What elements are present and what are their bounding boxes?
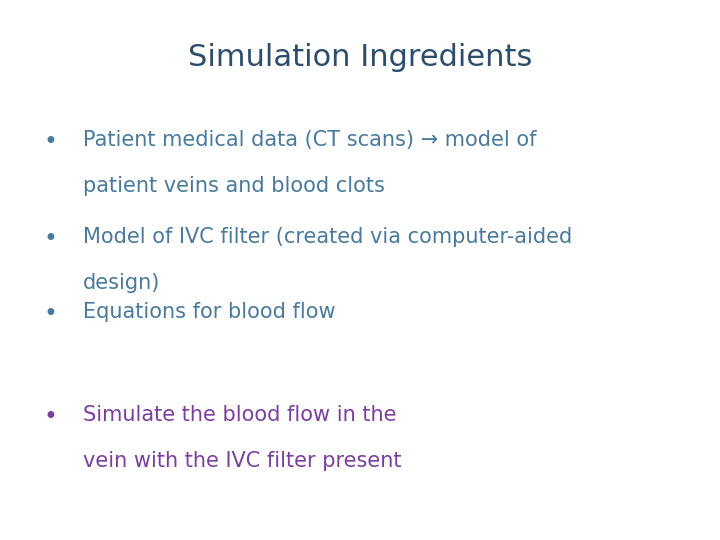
- Text: patient veins and blood clots: patient veins and blood clots: [83, 176, 384, 195]
- Text: •: •: [43, 227, 58, 251]
- Text: Equations for blood flow: Equations for blood flow: [83, 302, 336, 322]
- Text: Simulation Ingredients: Simulation Ingredients: [188, 43, 532, 72]
- Text: •: •: [43, 130, 58, 153]
- Text: vein with the IVC filter present: vein with the IVC filter present: [83, 451, 401, 471]
- Text: Patient medical data (CT scans) → model of: Patient medical data (CT scans) → model …: [83, 130, 536, 150]
- Text: •: •: [43, 302, 58, 326]
- Text: Model of IVC filter (created via computer-aided: Model of IVC filter (created via compute…: [83, 227, 572, 247]
- Text: •: •: [43, 405, 58, 429]
- Text: design): design): [83, 273, 160, 293]
- Text: Simulate the blood flow in the: Simulate the blood flow in the: [83, 405, 396, 425]
